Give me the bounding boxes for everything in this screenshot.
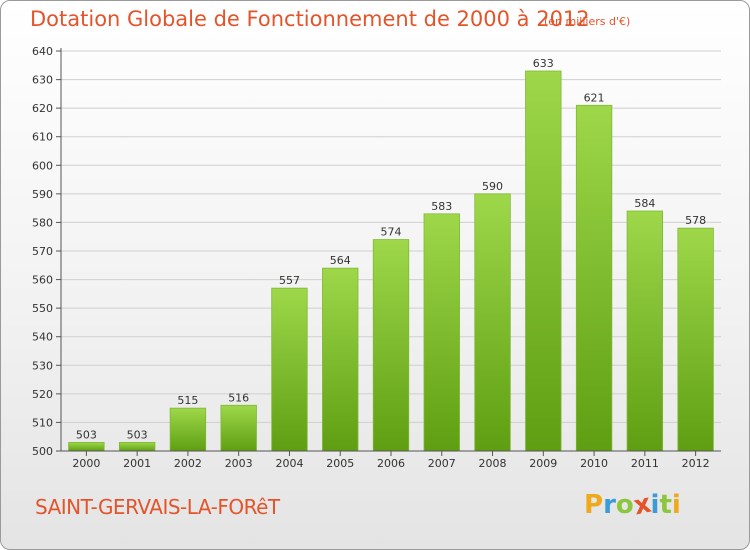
- data-label: 515: [177, 394, 198, 407]
- y-tick-label: 520: [32, 388, 53, 401]
- y-tick-label: 550: [32, 302, 53, 315]
- logo-letter: o: [615, 490, 634, 520]
- data-label: 574: [381, 226, 402, 239]
- bar-2001: [118, 442, 156, 452]
- logo-letter: P: [584, 490, 604, 520]
- data-label: 557: [279, 274, 300, 287]
- logo-letter: i: [650, 490, 660, 520]
- y-tick-label: 530: [32, 359, 53, 372]
- y-tick-label: 540: [32, 331, 53, 344]
- x-tick-label: 2009: [529, 457, 557, 470]
- x-tick-label: 2007: [428, 457, 456, 470]
- logo-letter: r: [603, 490, 616, 520]
- x-tick-label: 2000: [72, 457, 100, 470]
- data-label: 578: [685, 214, 706, 227]
- y-tick-label: 610: [32, 131, 53, 144]
- x-tick-label: 2008: [479, 457, 507, 470]
- bar-2006: [372, 239, 410, 452]
- x-tick-label: 2003: [225, 457, 253, 470]
- bar-2004: [271, 287, 308, 452]
- bar-2005: [322, 267, 359, 452]
- data-label: 564: [330, 254, 351, 267]
- chart-unit: (en milliers d'€): [544, 15, 631, 28]
- x-tick-label: 2001: [123, 457, 151, 470]
- x-tick-label: 2011: [631, 457, 659, 470]
- data-label: 503: [127, 428, 148, 441]
- labels: 500 510 520 530 540 550 560 570 580 590 600 610 620 6…: [32, 45, 710, 470]
- bar-2008: [474, 193, 511, 452]
- y-tick-label: 640: [32, 45, 53, 58]
- x-tick-label: 2004: [275, 457, 303, 470]
- bar-2012: [677, 227, 714, 452]
- x-tick-label: 2006: [377, 457, 405, 470]
- y-tick-label: 630: [32, 74, 53, 87]
- y-tick-label: 500: [32, 445, 53, 458]
- bar-2003: [220, 404, 257, 452]
- y-tick-label: 590: [32, 188, 53, 201]
- bar-2011: [626, 210, 664, 452]
- logo-letter: t: [659, 490, 672, 520]
- y-tick-label: 510: [32, 416, 53, 429]
- commune-name: SAINT-GERVAIS-LA-FORêT: [35, 495, 280, 519]
- x-tick-label: 2005: [326, 457, 354, 470]
- bar-2009: [525, 70, 562, 452]
- x-tick-label: 2012: [682, 457, 710, 470]
- bar-2010: [575, 104, 613, 452]
- bar-2000: [68, 442, 105, 452]
- logo-letter: i: [671, 490, 681, 520]
- y-tick-label: 600: [32, 159, 53, 172]
- data-label: 633: [533, 57, 554, 70]
- bar-2007: [423, 213, 460, 452]
- data-label: 583: [431, 200, 452, 213]
- y-tick-label: 580: [32, 216, 53, 229]
- y-tick-label: 620: [32, 102, 53, 115]
- bar-2002: [169, 407, 207, 452]
- axes: [56, 48, 721, 456]
- data-label: 584: [634, 197, 655, 210]
- data-label: 621: [584, 91, 605, 104]
- data-label: 590: [482, 180, 503, 193]
- x-tick-label: 2010: [580, 457, 608, 470]
- y-tick-label: 560: [32, 274, 53, 287]
- data-label: 516: [228, 391, 249, 404]
- proxiti-logo: Proxiti: [584, 489, 681, 522]
- y-tick-label: 570: [32, 245, 53, 258]
- bars: [68, 70, 714, 452]
- x-tick-label: 2002: [174, 457, 202, 470]
- data-label: 503: [76, 428, 97, 441]
- chart-title: Dotation Globale de Fonctionnement de 20…: [30, 7, 590, 31]
